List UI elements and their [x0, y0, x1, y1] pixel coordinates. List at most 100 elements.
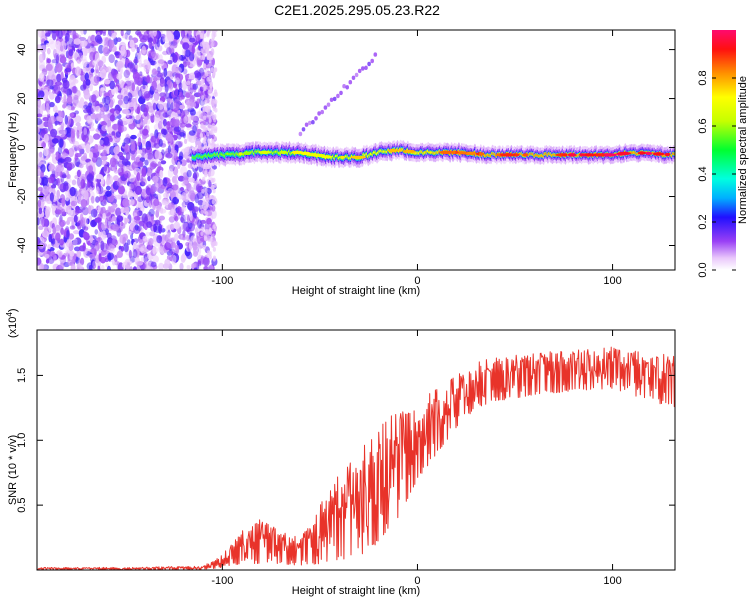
- noise-blob: [80, 217, 86, 227]
- noise-blob: [155, 173, 161, 180]
- noise-blob: [69, 74, 75, 80]
- noise-blob: [101, 264, 105, 270]
- noise-blob: [167, 145, 172, 154]
- trace-blob: [367, 61, 371, 67]
- noise-blob: [37, 133, 41, 142]
- noise-blob: [154, 149, 161, 160]
- noise-blob: [152, 102, 157, 111]
- noise-blob: [148, 237, 154, 246]
- noise-blob: [146, 167, 153, 177]
- noise-blob: [59, 45, 64, 52]
- noise-blob: [144, 159, 149, 166]
- noise-blob: [76, 169, 81, 178]
- noise-blob: [157, 245, 163, 252]
- noise-blob: [71, 145, 79, 153]
- noise-blob: [115, 131, 122, 138]
- noise-blob: [47, 244, 51, 250]
- noise-blob: [97, 221, 103, 231]
- noise-blob: [51, 251, 56, 258]
- noise-blob: [206, 44, 210, 50]
- noise-blob: [171, 156, 177, 166]
- noise-blob: [48, 163, 56, 172]
- noise-blob: [204, 169, 208, 174]
- noise-blob: [75, 122, 81, 127]
- noise-blob: [45, 30, 51, 36]
- noise-blob: [121, 158, 129, 166]
- noise-blob: [69, 250, 75, 257]
- noise-blob: [186, 105, 192, 110]
- noise-blob: [209, 58, 215, 65]
- noise-blob: [97, 145, 104, 150]
- noise-blob: [180, 186, 184, 192]
- noise-blob: [132, 266, 137, 270]
- noise-blob: [115, 107, 121, 115]
- snr-y-tick-label: 1.5: [16, 368, 28, 383]
- noise-blob: [179, 262, 184, 270]
- noise-blob: [131, 156, 136, 161]
- noise-blob: [151, 80, 157, 91]
- snr-x-tick-label: 100: [603, 575, 621, 587]
- noise-blob: [164, 242, 172, 251]
- ridge-hotspot: [238, 152, 243, 156]
- noise-blob: [56, 189, 60, 199]
- noise-blob: [92, 260, 96, 268]
- noise-blob: [152, 255, 159, 263]
- noise-blob: [73, 38, 81, 45]
- noise-blob: [50, 128, 58, 138]
- noise-blob: [182, 229, 186, 238]
- noise-blob: [144, 64, 148, 70]
- noise-blob: [144, 146, 152, 153]
- noise-blob: [153, 143, 160, 149]
- noise-blob: [174, 244, 179, 254]
- noise-blob: [66, 64, 72, 73]
- noise-blob: [73, 95, 79, 100]
- ridge-hotspot: [478, 152, 485, 156]
- noise-blob: [88, 253, 96, 259]
- noise-blob: [205, 192, 209, 198]
- noise-blob: [105, 190, 112, 197]
- noise-blob: [117, 94, 124, 100]
- trace-blob: [317, 111, 321, 116]
- noise-blob: [100, 66, 107, 73]
- noise-blob: [201, 40, 205, 46]
- noise-blob: [150, 185, 155, 195]
- noise-blob: [138, 62, 143, 68]
- noise-blob: [37, 44, 42, 53]
- noise-blob: [124, 80, 132, 87]
- noise-blob: [67, 37, 74, 48]
- spectrogram-x-axis-title: Height of straight line (km): [292, 285, 420, 297]
- noise-blob: [209, 237, 213, 243]
- noise-blob: [39, 263, 44, 270]
- noise-blob: [157, 161, 162, 169]
- noise-blob: [159, 92, 166, 98]
- noise-blob: [58, 251, 62, 259]
- trace-blob: [345, 85, 350, 90]
- noise-blob: [55, 115, 62, 120]
- noise-blob: [106, 175, 110, 186]
- ridge-hotspot: [664, 152, 670, 157]
- noise-blob: [104, 95, 111, 106]
- noise-blob: [210, 195, 217, 200]
- noise-blob: [106, 265, 111, 270]
- noise-blob: [152, 175, 159, 183]
- noise-blob: [54, 95, 61, 104]
- noise-blob: [55, 54, 60, 64]
- trace-blob: [298, 131, 303, 137]
- noise-blob: [195, 227, 199, 235]
- noise-blob: [98, 139, 104, 145]
- noise-blob: [188, 177, 195, 183]
- noise-blob: [181, 80, 188, 91]
- noise-blob: [101, 114, 104, 119]
- noise-blob: [62, 104, 67, 109]
- noise-blob: [41, 176, 49, 186]
- noise-blob: [211, 165, 217, 170]
- noise-blob: [203, 115, 207, 121]
- ridge-hotspot: [388, 149, 397, 153]
- noise-blob: [210, 111, 214, 117]
- ridge-hotspot: [645, 151, 653, 155]
- noise-blob: [39, 217, 45, 227]
- noise-blob: [61, 121, 65, 130]
- noise-blob: [76, 220, 82, 230]
- ridge-hotspot: [637, 151, 647, 155]
- noise-blob: [168, 248, 176, 254]
